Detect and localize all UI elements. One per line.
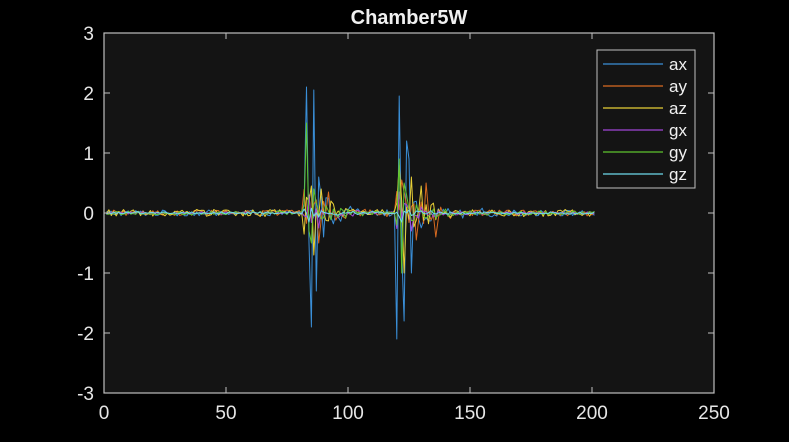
legend: ax ay az gx gy gz xyxy=(596,49,696,189)
y-tick-label: 0 xyxy=(83,204,94,225)
x-tick-label: 200 xyxy=(576,403,608,424)
y-tick-label: -2 xyxy=(77,324,94,345)
series-line-az xyxy=(105,164,595,274)
x-tick-label: 250 xyxy=(698,403,730,424)
ticks-layer: 0 50 100 150 200 250 3 2 1 0 -1 -2 -3 xyxy=(77,24,730,424)
y-tick-label: 1 xyxy=(83,144,94,165)
series-layer xyxy=(105,86,595,340)
legend-label-gx: gx xyxy=(669,121,687,140)
legend-box xyxy=(596,49,696,189)
chart-title: Chamber5W xyxy=(351,7,468,29)
x-tick-label: 100 xyxy=(332,403,364,424)
series-line-gz xyxy=(106,207,595,223)
y-tick-label: -1 xyxy=(77,264,94,285)
x-tick-label: 150 xyxy=(454,403,486,424)
legend-label-ay: ay xyxy=(669,77,687,96)
y-tick-label: 3 xyxy=(83,24,94,45)
x-tick-label: 50 xyxy=(215,403,236,424)
legend-label-az: az xyxy=(669,99,687,118)
x-tick-label: 0 xyxy=(99,403,110,424)
series-line-ax xyxy=(106,86,595,340)
y-tick-label: -3 xyxy=(77,384,94,405)
y-tick-label: 2 xyxy=(83,84,94,105)
legend-label-gy: gy xyxy=(669,143,687,162)
legend-label-ax: ax xyxy=(669,55,687,74)
legend-label-gz: gz xyxy=(669,165,687,184)
